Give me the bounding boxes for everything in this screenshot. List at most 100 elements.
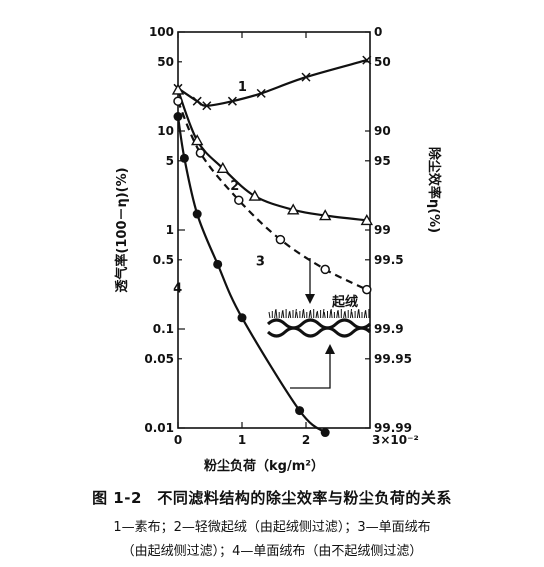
series-4-marker — [320, 428, 330, 438]
fabric-pile-fiber — [296, 311, 299, 319]
fabric-pile-fiber — [356, 309, 359, 319]
figure-caption-line-2: （由起绒侧过滤）；4—单面绒布（由不起绒侧过滤） — [121, 544, 423, 559]
fabric-pile-fiber — [282, 309, 285, 319]
arrow-down-head — [305, 294, 315, 304]
x-axis-title: 粉尘负荷（kg/m²） — [204, 458, 324, 474]
series-1-marker — [202, 101, 212, 111]
series-1-line — [177, 59, 368, 107]
x-tick-label: 2 — [302, 433, 310, 447]
series-3-marker — [320, 264, 330, 275]
series-4-line — [176, 116, 326, 434]
y-tick-label-left: 100 — [149, 25, 174, 39]
fabric-pile-fiber — [287, 311, 290, 319]
y-tick-label-left: 0.01 — [144, 421, 174, 435]
y-tick-label-right: 99.95 — [374, 352, 412, 366]
fabric-pile-fiber — [365, 309, 368, 319]
fabric-pile-fiber — [336, 310, 339, 319]
series-2-line — [176, 89, 367, 222]
plot-border — [177, 31, 371, 429]
series-1-marker — [301, 72, 311, 82]
series-2-marker — [360, 213, 373, 226]
plot-frame — [177, 31, 371, 429]
series-3-marker — [173, 96, 183, 106]
fabric-pile-fiber — [322, 308, 325, 319]
arrow-up-head — [325, 344, 335, 354]
series-layer: 1 2 3 4 — [171, 55, 373, 438]
series-4-marker — [192, 209, 202, 219]
y-tick-label-right: 90 — [374, 124, 391, 138]
series-3: 3 — [173, 96, 372, 295]
annotation-layer: 起绒 — [266, 258, 372, 389]
y-tick-label-left: 0.05 — [144, 352, 174, 366]
series-3-marker — [275, 234, 286, 245]
series-3-marker — [234, 195, 244, 205]
x-tick-label: 0 — [174, 433, 182, 447]
fabric-pile-fiber — [363, 310, 366, 319]
y-axis-title-left: 透气率(100－η)(%) — [114, 167, 130, 292]
axis-ticks — [177, 31, 370, 429]
series-4-marker — [237, 313, 247, 323]
series-1-label: 1 — [238, 80, 247, 95]
series-2-marker — [171, 83, 185, 95]
y-tick-label-left: 0.5 — [153, 253, 174, 267]
fabric-pile-fiber — [308, 310, 311, 319]
series-2-marker — [287, 203, 300, 215]
fabric-pile-fiber — [268, 311, 271, 319]
fabric-pile-fiber — [343, 311, 346, 319]
series-2-label: 2 — [230, 179, 239, 194]
series-2-marker — [248, 189, 261, 201]
series-4-marker — [173, 112, 183, 122]
x-tick-label: 1 — [238, 433, 246, 447]
fabric-pile-fiber — [275, 308, 278, 319]
y-tick-label-right: 0 — [374, 25, 382, 39]
fabric-pile-fiber — [303, 308, 305, 319]
series-1-marker — [192, 96, 202, 106]
fabric-pile-fiber — [350, 308, 352, 319]
x-multiplier-label: 3×10⁻² — [372, 433, 419, 447]
y-tick-label-left: 10 — [157, 124, 174, 138]
annotation-pile-label: 起绒 — [331, 294, 358, 310]
fabric-pile-fiber — [301, 309, 304, 319]
fabric-pile-fiber — [330, 308, 333, 319]
fabric-pile-fiber — [337, 309, 340, 319]
series-3-marker — [195, 148, 206, 158]
fabric-pile-fiber — [329, 309, 332, 319]
series-3-label: 3 — [256, 255, 265, 270]
fabric-pile-fiber — [316, 310, 319, 319]
fabric-pile-fiber — [344, 310, 347, 319]
series-3-line — [176, 100, 368, 291]
series-1-marker — [362, 55, 372, 65]
figure-caption-title: 图 1-2 不同滤料结构的除尘效率与粉尘负荷的关系 — [92, 489, 452, 507]
series-4-marker — [213, 259, 223, 269]
series-3-marker — [362, 284, 372, 295]
y-tick-label-left: 1 — [166, 223, 174, 237]
series-4-marker — [295, 406, 305, 416]
y-tick-label-right: 95 — [374, 154, 391, 168]
y-tick-label-right: 99.5 — [374, 253, 404, 267]
y-tick-label-right: 50 — [374, 55, 391, 69]
y-tick-label-left: 5 — [166, 154, 174, 168]
y-tick-label-right: 99.99 — [374, 421, 412, 435]
fabric-thread-lower — [266, 326, 372, 338]
y-tick-label-right: 99.9 — [374, 322, 404, 336]
series-1-marker — [256, 88, 266, 98]
fabric-pile-fiber — [315, 311, 318, 319]
fabric-thread-upper — [266, 318, 372, 330]
axis-labels: 1005010510.50.10.050.0105090959999.599.9… — [114, 25, 442, 474]
fabric-pile-fiber — [281, 310, 283, 319]
y-axis-title-right: 除尘效率η(%) — [426, 147, 442, 233]
fabric-pile-fiber — [351, 311, 354, 319]
series-4-label: 4 — [173, 281, 182, 296]
series-4-marker — [179, 153, 189, 163]
fabric-pile-fiber — [309, 309, 312, 319]
series-1-marker — [227, 96, 237, 106]
figure-caption-line-1: 1—素布；2—轻微起绒（由起绒侧过滤）；3—单面绒布 — [113, 520, 431, 535]
fabric-pile-fiber — [358, 308, 361, 319]
y-tick-label-right: 99 — [374, 223, 391, 237]
fabric-pile-fiber — [323, 311, 326, 319]
fabric-pile-fiber — [289, 310, 292, 319]
arrow-up-shaft — [290, 348, 331, 389]
y-tick-label-left: 0.1 — [153, 322, 174, 336]
series-2-marker — [319, 209, 332, 221]
